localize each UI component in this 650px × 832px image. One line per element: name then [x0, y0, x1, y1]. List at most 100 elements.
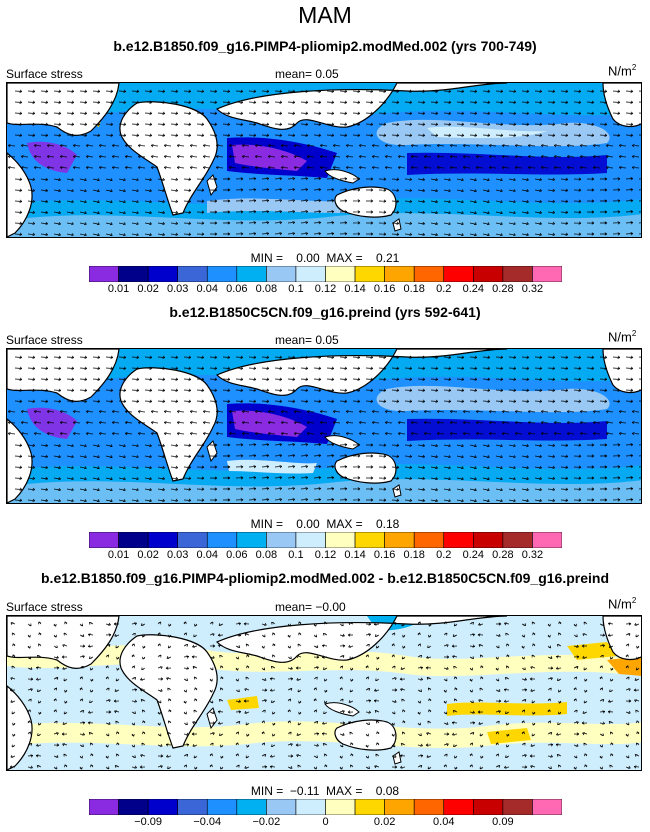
wind-vector-arrow: [235, 221, 244, 225]
wind-vector-arrow: [105, 366, 114, 370]
wind-vector-arrow: [254, 421, 263, 425]
wind-vector-arrow: [573, 377, 582, 381]
wind-vector-arrow: [443, 222, 451, 226]
wind-vector-arrow: [352, 177, 361, 181]
wind-vector-arrow: [612, 399, 621, 403]
wind-vector-arrow: [183, 188, 192, 192]
wind-vector-arrow: [560, 210, 569, 214]
wind-vector-arrow: [350, 678, 354, 682]
wind-vector-arrow: [144, 232, 152, 237]
wind-vector-arrow: [166, 656, 172, 659]
wind-vector-arrow: [202, 144, 211, 148]
wind-vector-arrow: [449, 421, 458, 425]
wind-vector-arrow: [436, 144, 445, 148]
wind-vector-arrow: [391, 632, 396, 636]
wind-vector-arrow: [475, 144, 484, 148]
wind-vector-arrow: [244, 688, 250, 692]
wind-vector-arrow: [11, 632, 16, 636]
wind-vector-arrow: [475, 155, 484, 159]
wind-vector-arrow: [300, 399, 309, 403]
wind-vector-arrow: [131, 122, 140, 126]
wind-vector-arrow: [426, 754, 432, 758]
wind-vector-arrow: [417, 89, 426, 93]
wind-vector-arrow: [553, 421, 562, 425]
wind-vector-arrow: [118, 488, 126, 492]
wind-vector-arrow: [339, 388, 348, 392]
wind-vector-arrow: [235, 454, 244, 458]
wind-vector-arrow: [635, 709, 640, 713]
wind-vector-arrow: [339, 644, 346, 648]
wind-vector-arrow: [586, 487, 595, 491]
wind-vector-arrow: [79, 222, 87, 226]
wind-vector-arrow: [547, 666, 554, 670]
wind-vector-arrow: [170, 355, 179, 359]
wind-vector-arrow: [14, 443, 23, 447]
wind-vector-arrow: [625, 177, 634, 181]
wind-vector-arrow: [131, 200, 139, 204]
wind-vector-arrow: [586, 388, 595, 392]
wind-vector-arrow: [326, 199, 335, 203]
wind-vector-arrow: [27, 720, 31, 724]
wind-vector-arrow: [35, 677, 42, 681]
wind-vector-arrow: [79, 744, 84, 748]
wind-vector-arrow: [168, 709, 172, 713]
wind-vector-arrow: [573, 177, 582, 181]
wind-vector-arrow: [404, 498, 413, 502]
wind-vector-arrow: [508, 388, 517, 392]
wind-vector-arrow: [209, 388, 218, 392]
wind-vector-arrow: [79, 466, 87, 470]
wind-vector-arrow: [391, 366, 400, 370]
wind-vector-arrow: [261, 667, 266, 671]
wind-vector-arrow: [176, 432, 185, 436]
wind-vector-arrow: [235, 487, 244, 491]
wind-vector-arrow: [404, 199, 413, 203]
wind-vector-arrow: [636, 731, 640, 735]
wind-vector-arrow: [417, 632, 421, 636]
wind-vector-arrow: [423, 421, 432, 425]
wind-vector-arrow: [482, 466, 490, 470]
wind-vector-arrow: [254, 432, 263, 436]
wind-vector-arrow: [631, 166, 640, 170]
wind-vector-arrow: [293, 421, 302, 425]
wind-vector-arrow: [220, 744, 224, 748]
wind-vector-arrow: [261, 221, 270, 225]
wind-vector-arrow: [209, 188, 218, 192]
wind-vector-arrow: [534, 232, 542, 236]
wind-vector-arrow: [521, 476, 529, 481]
wind-vector-arrow: [633, 765, 640, 769]
wind-vector-arrow: [157, 722, 161, 726]
wind-vector-arrow: [196, 111, 205, 115]
wind-vector-arrow: [521, 133, 530, 137]
panel-1-title: b.e12.B1850.f09_g16.PIMP4-pliomip2.modMe…: [113, 38, 537, 54]
wind-vector-arrow: [469, 178, 477, 182]
wind-vector-arrow: [105, 200, 113, 204]
wind-vector-arrow: [20, 155, 29, 159]
wind-vector-arrow: [391, 665, 396, 669]
wind-vector-arrow: [183, 111, 192, 115]
wind-vector-arrow: [105, 388, 114, 392]
wind-vector-arrow: [324, 764, 328, 768]
wind-vector-arrow: [183, 743, 190, 747]
wind-vector-arrow: [514, 410, 523, 414]
wind-vector-arrow: [634, 677, 640, 681]
wind-vector-arrow: [194, 687, 198, 691]
wind-vector-arrow: [573, 122, 582, 126]
wind-vector-arrow: [573, 498, 582, 502]
wind-vector-arrow: [183, 454, 192, 458]
wind-vector-arrow: [566, 166, 575, 170]
wind-vector-arrow: [365, 710, 372, 714]
wind-vector-arrow: [261, 688, 268, 692]
wind-vector-arrow: [423, 166, 432, 170]
wind-vector-arrow: [79, 399, 88, 403]
wind-vector-arrow: [222, 177, 231, 181]
wind-vector-arrow: [358, 421, 367, 425]
wind-vector-arrow: [27, 122, 36, 126]
wind-vector-arrow: [495, 633, 501, 637]
wind-vector-arrow: [521, 188, 529, 193]
colorbar-swatch: [532, 532, 562, 548]
wind-vector-arrow: [443, 455, 451, 459]
wind-vector-arrow: [79, 623, 84, 627]
wind-vector-arrow: [583, 700, 588, 704]
wind-vector-arrow: [391, 677, 397, 681]
colorbar-tick-label: 0.14: [344, 283, 366, 295]
